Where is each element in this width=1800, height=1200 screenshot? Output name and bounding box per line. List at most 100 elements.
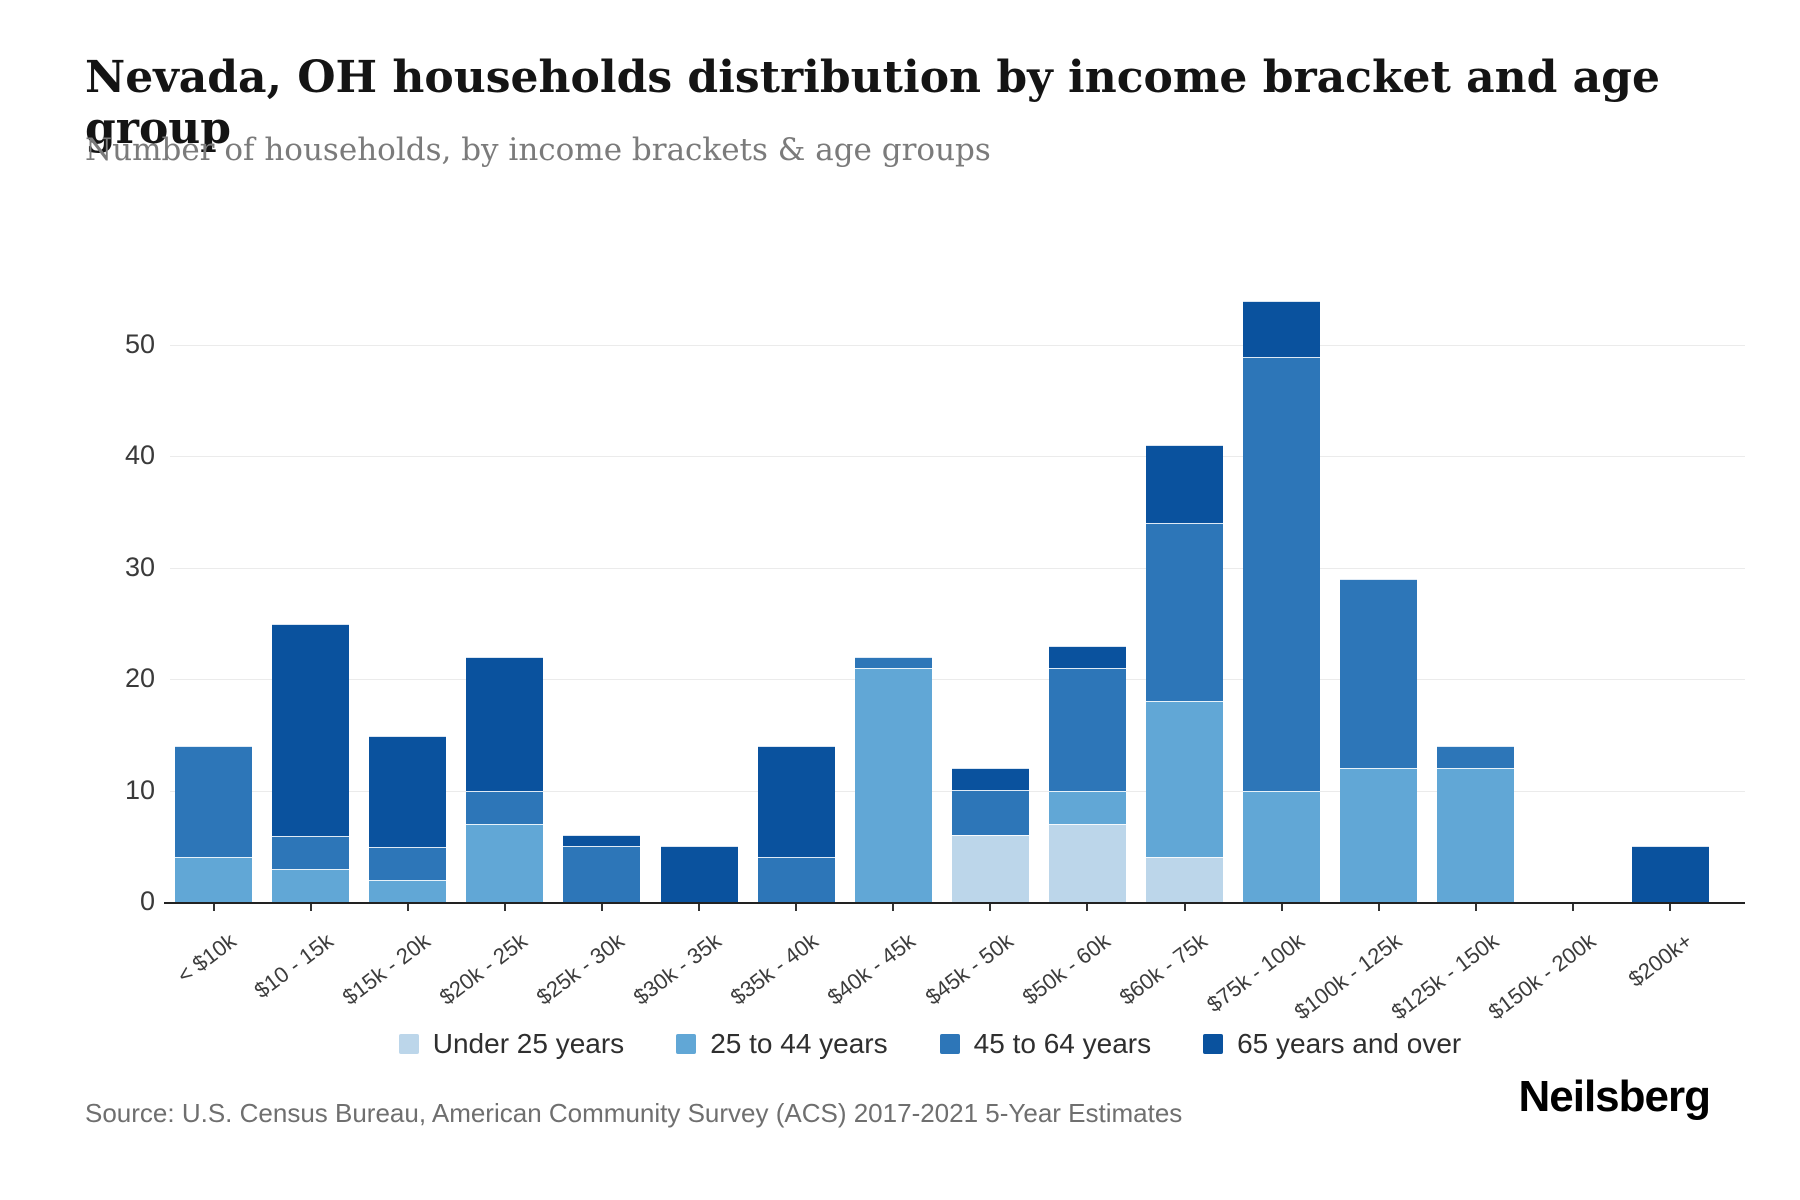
- bar-segment-under-25-years[interactable]: [1146, 857, 1223, 902]
- bar-segment-65-years-and-over[interactable]: [951, 768, 1029, 790]
- gridline-40: [170, 456, 1745, 458]
- bar-segment-65-years-and-over[interactable]: [1631, 846, 1709, 902]
- bar-segment-25-to-44-years[interactable]: [175, 857, 252, 902]
- bar-segment-45-to-64-years[interactable]: [951, 790, 1029, 835]
- bar-segment-25-to-44-years[interactable]: [369, 880, 447, 902]
- legend-label: 45 to 64 years: [973, 1028, 1152, 1059]
- bar-125k-150k[interactable]: [1437, 746, 1515, 902]
- bar-15k-20k[interactable]: [369, 736, 447, 902]
- bar-segment-45-to-64-years[interactable]: [1243, 357, 1321, 791]
- bar-segment-25-to-44-years[interactable]: [1437, 768, 1515, 902]
- x-axis-label: $20k - 25k: [434, 928, 532, 1010]
- bar-segment-25-to-44-years[interactable]: [1048, 791, 1126, 824]
- bar-segment-45-to-64-years[interactable]: [1146, 523, 1223, 701]
- bar-30k-35k[interactable]: [660, 846, 738, 902]
- bar-segment-65-years-and-over[interactable]: [1146, 445, 1223, 523]
- legend-item-65-years-and-over[interactable]: 65 years and over: [1203, 1028, 1461, 1060]
- legend-label: Under 25 years: [432, 1028, 625, 1059]
- x-tick-mark: [503, 904, 506, 911]
- chart-subtitle: Number of households, by income brackets…: [85, 132, 991, 168]
- bar-10k[interactable]: [175, 746, 252, 902]
- bar-segment-25-to-44-years[interactable]: [1243, 791, 1321, 902]
- bar-segment-45-to-64-years[interactable]: [1437, 746, 1515, 768]
- bar-75k-100k[interactable]: [1243, 301, 1321, 902]
- x-tick-mark: [309, 904, 312, 911]
- bar-segment-under-25-years[interactable]: [1048, 824, 1126, 902]
- bar-10-15k[interactable]: [272, 624, 350, 902]
- x-tick-mark: [1571, 904, 1574, 911]
- bar-segment-65-years-and-over[interactable]: [272, 624, 350, 836]
- bar-45k-50k[interactable]: [951, 768, 1029, 902]
- bar-segment-45-to-64-years[interactable]: [1048, 668, 1126, 791]
- legend-item-under-25-years[interactable]: Under 25 years: [398, 1028, 625, 1060]
- x-axis-label: $30k - 35k: [628, 928, 727, 1010]
- x-tick-mark: [1377, 904, 1380, 911]
- bar-segment-65-years-and-over[interactable]: [1243, 301, 1321, 357]
- bar-60k-75k[interactable]: [1146, 445, 1223, 902]
- bar-segment-65-years-and-over[interactable]: [466, 657, 544, 791]
- x-tick-mark: [698, 904, 700, 911]
- legend-item-45-to-64-years[interactable]: 45 to 64 years: [939, 1028, 1152, 1060]
- x-axis-label: $125k - 150k: [1386, 928, 1503, 1025]
- bar-segment-45-to-64-years[interactable]: [369, 847, 447, 880]
- legend: Under 25 years 25 to 44 years 45 to 64 yea…: [120, 1028, 1740, 1060]
- bar-segment-65-years-and-over[interactable]: [563, 835, 641, 846]
- bar-50k-60k[interactable]: [1048, 646, 1126, 902]
- y-tick-label-30: 30: [124, 551, 155, 582]
- x-axis-label: $15k - 20k: [337, 928, 435, 1010]
- brand-logo: Neilsberg: [1518, 1072, 1711, 1121]
- bar-20k-25k[interactable]: [466, 657, 544, 902]
- bar-segment-45-to-64-years[interactable]: [1340, 579, 1418, 768]
- bar-25k-30k[interactable]: [563, 835, 641, 902]
- legend-item-25-to-44-years[interactable]: 25 to 44 years: [676, 1028, 888, 1060]
- x-axis-label: $200k+: [1623, 928, 1698, 992]
- legend-label: 65 years and over: [1237, 1028, 1462, 1059]
- y-tick-label-20: 20: [124, 663, 155, 694]
- legend-swatch-icon: [676, 1034, 697, 1054]
- bar-segment-25-to-44-years[interactable]: [466, 824, 544, 902]
- y-tick-label-10: 10: [124, 774, 155, 805]
- x-axis-label: $100k - 125k: [1289, 928, 1406, 1025]
- legend-label: 25 to 44 years: [710, 1028, 888, 1059]
- bar-segment-45-to-64-years[interactable]: [175, 746, 252, 857]
- x-axis-line: [164, 902, 1745, 904]
- gridline-50: [170, 345, 1745, 346]
- x-tick-mark: [1280, 904, 1283, 911]
- y-tick-label-0: 0: [139, 886, 155, 916]
- x-tick-mark: [600, 904, 603, 911]
- y-tick-label-40: 40: [124, 440, 155, 471]
- bar-200k[interactable]: [1631, 846, 1709, 902]
- x-axis-label: $10 - 15k: [249, 928, 338, 1004]
- bar-segment-45-to-64-years[interactable]: [466, 791, 544, 824]
- bar-segment-45-to-64-years[interactable]: [757, 857, 835, 902]
- x-tick-mark: [892, 904, 895, 911]
- x-axis-label: $60k - 75k: [1114, 928, 1212, 1010]
- bar-segment-25-to-44-years[interactable]: [854, 668, 932, 902]
- x-tick-mark: [989, 904, 992, 911]
- x-tick-mark: [1183, 904, 1186, 911]
- bar-segment-45-to-64-years[interactable]: [272, 836, 350, 869]
- bar-segment-65-years-and-over[interactable]: [660, 846, 738, 902]
- x-axis-label: $25k - 30k: [531, 928, 629, 1010]
- bar-segment-25-to-44-years[interactable]: [272, 869, 350, 902]
- bar-segment-45-to-64-years[interactable]: [854, 657, 932, 668]
- bar-40k-45k[interactable]: [854, 657, 932, 902]
- x-tick-mark: [406, 904, 409, 911]
- bar-segment-45-to-64-years[interactable]: [563, 846, 641, 902]
- bar-segment-25-to-44-years[interactable]: [1146, 701, 1223, 857]
- bar-35k-40k[interactable]: [757, 746, 835, 902]
- bar-segment-65-years-and-over[interactable]: [1048, 646, 1126, 668]
- bar-segment-65-years-and-over[interactable]: [369, 736, 447, 847]
- bar-segment-under-25-years[interactable]: [951, 835, 1029, 902]
- x-tick-mark: [1474, 904, 1477, 911]
- x-axis-label: $35k - 40k: [726, 928, 824, 1010]
- legend-swatch-icon: [398, 1034, 419, 1054]
- x-axis-label: $150k - 200k: [1483, 928, 1600, 1025]
- legend-swatch-icon: [1203, 1034, 1224, 1054]
- bar-segment-65-years-and-over[interactable]: [757, 746, 835, 857]
- bar-100k-125k[interactable]: [1340, 579, 1418, 902]
- bar-segment-25-to-44-years[interactable]: [1340, 768, 1418, 902]
- chart-title: Nevada, OH households distribution by in…: [85, 52, 1660, 154]
